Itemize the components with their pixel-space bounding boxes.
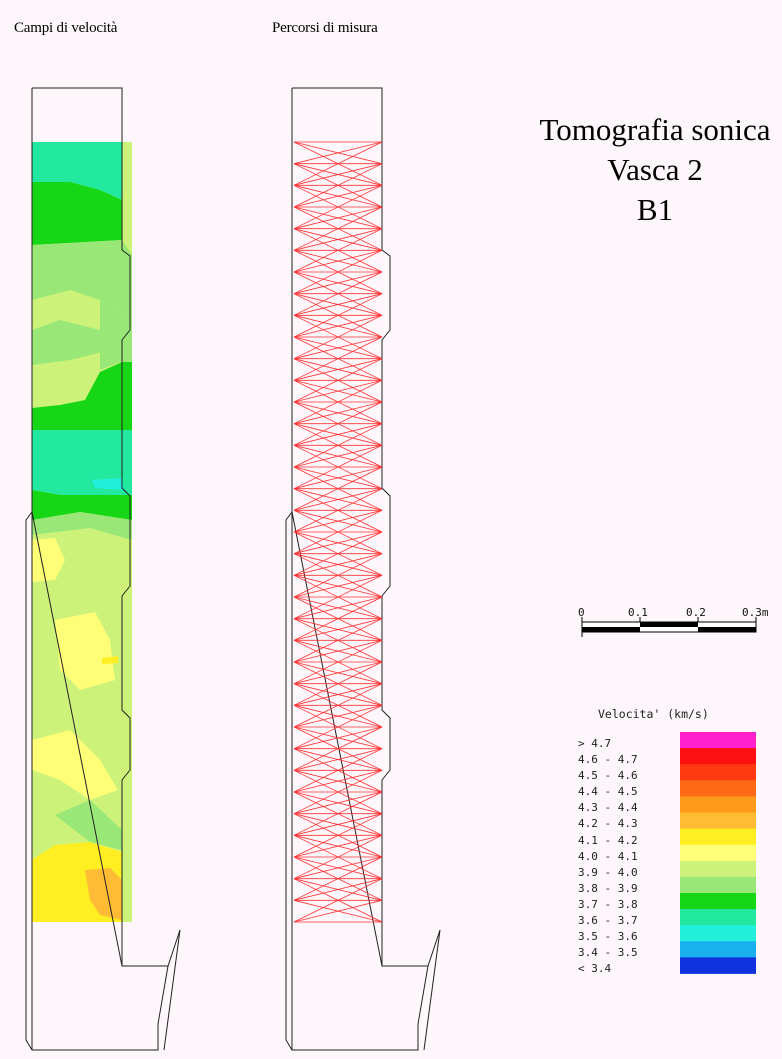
ray-path (293, 596, 383, 620)
ray-path (293, 206, 383, 230)
legend-labels: > 4.7 4.6 - 4.7 4.5 - 4.6 4.4 - 4.5 4.3 - 4.… (578, 736, 678, 977)
legend-swatch (680, 957, 756, 974)
title-line-1: Tomografia sonica (539, 112, 771, 147)
legend-label: < 3.4 (578, 962, 612, 976)
measurement-paths-panel (285, 87, 441, 1051)
legend-swatch (680, 796, 756, 813)
scale-label-1: 0.1 (628, 606, 648, 619)
legend-label: > 4.7 (578, 737, 612, 750)
title-block: Tomografia sonica Vasca 2 B1 (520, 110, 782, 230)
legend-label: 4.5 - 4.6 (578, 769, 638, 783)
legend-label: 3.9 - 4.0 (578, 865, 638, 879)
ray-path (293, 444, 383, 468)
ray-path (293, 856, 383, 880)
legend-title: Velocita' (km/s) (598, 707, 709, 721)
legend-label: 4.4 - 4.5 (578, 785, 638, 799)
ray-path (293, 293, 383, 316)
ray-path (293, 271, 383, 295)
ray-path (293, 813, 383, 836)
ray-path (293, 531, 383, 555)
ray-path (293, 748, 383, 771)
legend-label: 4.6 - 4.7 (578, 753, 638, 767)
title-line-3: B1 (636, 192, 674, 227)
legend-swatch (680, 844, 756, 862)
scale-segment-3 (698, 627, 756, 632)
ray-path (293, 184, 383, 208)
legend-label: 4.2 - 4.3 (578, 817, 638, 831)
ray-path (293, 683, 383, 706)
legend-swatch (680, 860, 756, 878)
legend-swatch (680, 748, 756, 765)
ray-path (293, 878, 383, 901)
scale-label-0: 0 (578, 606, 585, 619)
velocity-contour-map (32, 142, 132, 922)
legend-swatch (680, 893, 756, 910)
ray-path (293, 401, 383, 425)
legend-swatch (680, 812, 756, 829)
ray-path (293, 574, 383, 598)
legend-swatch (680, 732, 756, 749)
legend-swatch (680, 909, 756, 926)
ray-path (293, 314, 383, 338)
ray-path (293, 553, 383, 576)
ray-path (293, 379, 383, 403)
ray-path (293, 249, 383, 273)
ray-path (293, 358, 383, 381)
legend-label: 3.5 - 3.6 (578, 930, 638, 944)
legend-swatch (680, 876, 756, 894)
title-line-2: Vasca 2 (607, 152, 703, 187)
scale-label-2: 0.2 (686, 606, 706, 619)
ray-path (293, 661, 383, 685)
ray-path (293, 336, 383, 360)
legend-swatches (680, 732, 756, 974)
velocity-field-panel (25, 87, 181, 1051)
ray-path (293, 141, 383, 165)
legend-swatch (680, 780, 756, 797)
legend-swatch (680, 828, 756, 846)
legend-swatch (680, 925, 756, 942)
legend-swatch (680, 764, 756, 781)
ray-path (293, 899, 383, 923)
ray-path (293, 726, 383, 750)
ray-path (293, 466, 383, 490)
ray-path (293, 769, 383, 793)
scale-label-3: 0.3m (742, 606, 769, 619)
ray-path (293, 423, 383, 446)
legend-label: 4.3 - 4.4 (578, 801, 638, 815)
legend-label: 4.1 - 4.2 (578, 833, 638, 847)
caption-velocity-fields: Campi di velocità (14, 20, 118, 36)
legend-label: 3.7 - 3.8 (578, 897, 638, 911)
caption-measurement-paths: Percorsi di misura (272, 20, 378, 36)
ray-path (293, 509, 383, 533)
legend-label: 3.6 - 3.7 (578, 914, 638, 928)
legend-label: 4.0 - 4.1 (578, 849, 638, 863)
ray-path (293, 488, 383, 511)
ray-path (293, 639, 383, 663)
scale-segment-2 (640, 622, 698, 627)
legend-swatch (680, 941, 756, 958)
ray-path (293, 704, 383, 728)
ray-path (293, 791, 383, 815)
scale-segment-1 (582, 627, 640, 632)
legend-label: 3.4 - 3.5 (578, 946, 638, 960)
ray-paths (293, 141, 383, 923)
ray-path (293, 163, 383, 186)
scale-bar (581, 617, 757, 637)
ray-path (293, 228, 383, 251)
ray-path (293, 618, 383, 641)
ray-path (293, 834, 383, 858)
legend-label: 3.8 - 3.9 (578, 881, 638, 895)
